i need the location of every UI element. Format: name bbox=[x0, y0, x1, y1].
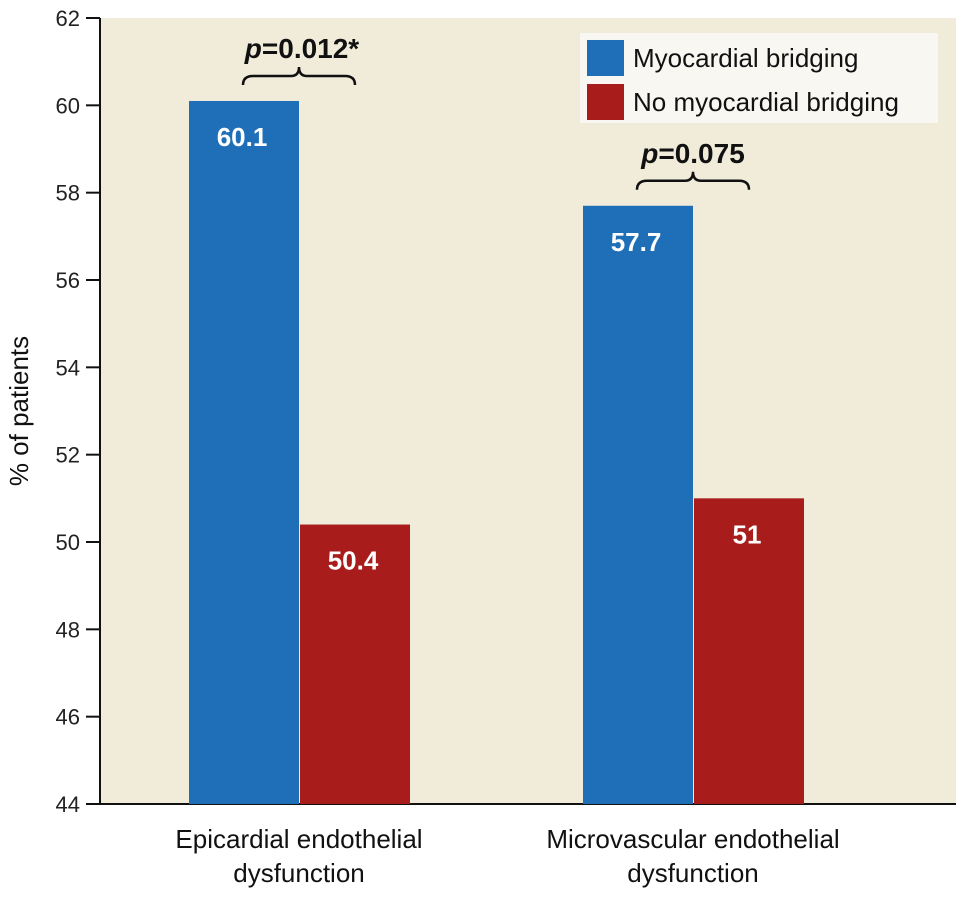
legend-label: No myocardial bridging bbox=[633, 87, 899, 117]
y-tick-label: 46 bbox=[56, 705, 80, 730]
y-tick-label: 50 bbox=[56, 530, 80, 555]
bar-no-bridging bbox=[694, 498, 804, 804]
y-tick-label: 56 bbox=[56, 268, 80, 293]
category-label: Epicardial endothelial bbox=[175, 824, 422, 854]
category-label: dysfunction bbox=[627, 858, 759, 888]
p-value-annotations: p=0.012*p=0.075 bbox=[241, 33, 751, 190]
bar-value-label: 60.1 bbox=[217, 122, 268, 152]
legend-swatch bbox=[587, 40, 624, 76]
p-symbol: p bbox=[244, 33, 262, 64]
y-tick-label: 54 bbox=[56, 355, 80, 380]
y-axis-ticks: 44 46 48 50 52 54 56 58 60 62 bbox=[56, 6, 100, 817]
p-value-bracket bbox=[635, 171, 751, 190]
y-tick-label: 58 bbox=[56, 181, 80, 206]
category-labels: Epicardial endothelial dysfunction Microva… bbox=[175, 824, 839, 888]
y-tick-label: 60 bbox=[56, 93, 80, 118]
p-value-text: =0.012* bbox=[262, 33, 359, 64]
p-value-text: =0.075 bbox=[658, 138, 744, 169]
bar-value-label: 50.4 bbox=[328, 546, 379, 576]
legend: Myocardial bridging No myocardial bridgin… bbox=[580, 33, 938, 123]
bar-value-label: 51 bbox=[733, 519, 762, 549]
bar-value-label: 57.7 bbox=[611, 227, 662, 257]
legend-swatch bbox=[587, 84, 624, 120]
p-value-bracket bbox=[241, 66, 357, 86]
p-symbol: p bbox=[640, 138, 658, 169]
category-label: Microvascular endothelial bbox=[546, 824, 839, 854]
legend-label: Myocardial bridging bbox=[633, 43, 858, 73]
y-tick-label: 48 bbox=[56, 617, 80, 642]
y-tick-label: 52 bbox=[56, 443, 80, 468]
bar-bridging bbox=[189, 100, 299, 804]
bars: 60.1 50.4 57.7 51 bbox=[189, 100, 804, 804]
category-label: dysfunction bbox=[233, 858, 365, 888]
bar-no-bridging bbox=[300, 524, 410, 804]
y-tick-label: 62 bbox=[56, 6, 80, 31]
bar-bridging bbox=[583, 205, 693, 804]
y-tick-label: 44 bbox=[56, 792, 80, 817]
p-value-label: p=0.075 bbox=[640, 138, 745, 169]
y-axis-title: % of patients bbox=[4, 336, 34, 486]
p-value-label: p=0.012* bbox=[244, 33, 360, 64]
legend-box bbox=[580, 33, 938, 123]
